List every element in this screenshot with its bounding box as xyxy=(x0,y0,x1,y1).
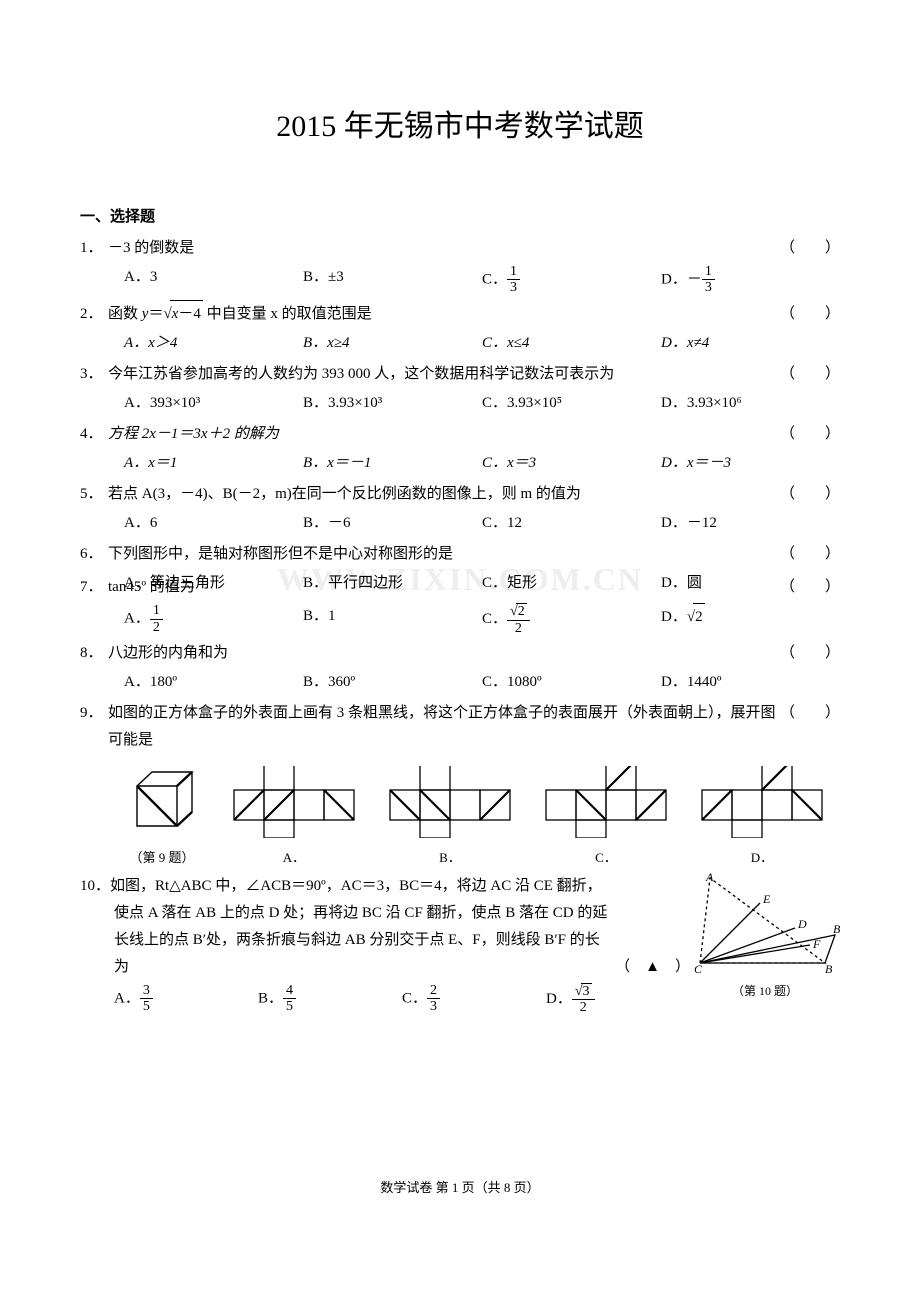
opt-d: D．x≠4 xyxy=(661,330,840,357)
answer-paren: （ ） xyxy=(780,361,840,388)
opt-c: C．1080º xyxy=(482,669,661,696)
opt-b: B．45 xyxy=(258,983,402,1016)
answer-paren: （ ） xyxy=(780,235,840,262)
answer-paren: （ ） xyxy=(780,481,840,508)
opt-c: C．13 xyxy=(482,264,661,296)
answer-paren: （ ） xyxy=(780,421,840,448)
question-10: 10． 如图，Rt△ABC 中，∠ACB＝90º，AC＝3，BC＝4，将边 AC… xyxy=(80,873,840,1016)
lbl-a: A xyxy=(705,873,714,884)
lbl-d: D xyxy=(797,917,807,931)
opt-c: C．3.93×10⁵ xyxy=(482,390,661,417)
question-9: 9． 如图的正方体盒子的外表面上画有 3 条粗黑线，将这个正方体盒子的表面展开（… xyxy=(80,700,840,869)
page-title: 2015 年无锡市中考数学试题 xyxy=(80,100,840,154)
question-3: 3． 今年江苏省参加高考的人数约为 393 000 人，这个数据用科学记数法可表… xyxy=(80,361,840,417)
q-num: 5． xyxy=(80,481,108,508)
opt-b: B．x＝－1 xyxy=(303,450,482,477)
opt-d: D．－13 xyxy=(661,264,840,296)
opt-b: B．±3 xyxy=(303,264,482,296)
unfold-d-icon xyxy=(698,766,826,838)
answer-paren: （ ） xyxy=(780,640,840,667)
lbl-e: E xyxy=(762,892,771,906)
q-text: 如图，Rt△ABC 中，∠ACB＝90º，AC＝3，BC＝4，将边 AC 沿 C… xyxy=(110,873,690,900)
q-text: 如图的正方体盒子的外表面上画有 3 条粗黑线，将这个正方体盒子的表面展开（外表面… xyxy=(108,700,780,754)
unfold-a-icon xyxy=(230,766,358,838)
unfold-c-icon xyxy=(542,766,670,838)
lbl-c: C xyxy=(694,962,703,973)
q-text: 若点 A(3，－4)、B(－2，m)在同一个反比例函数的图像上，则 m 的值为 xyxy=(108,481,780,508)
opt-c: C．√22 xyxy=(482,603,661,636)
opt-d: D．x＝－3 xyxy=(661,450,840,477)
opt-d: D．1440º xyxy=(661,669,840,696)
answer-paren: （ ▲ ） xyxy=(615,954,690,981)
q-text: tan45º 的值为 xyxy=(108,574,780,601)
opt-c: C．12 xyxy=(482,510,661,537)
opt-b: B．－6 xyxy=(303,510,482,537)
q9-figures: （第 9 题） A． B． xyxy=(108,766,840,869)
q-text: －3 的倒数是 xyxy=(108,235,780,262)
opt-a: A．3 xyxy=(124,264,303,296)
q-num: 9． xyxy=(80,700,108,727)
q-num: 2． xyxy=(80,301,108,328)
cube-icon xyxy=(122,766,202,838)
question-8: 8． 八边形的内角和为 （ ） A．180º B．360º C．1080º D．… xyxy=(80,640,840,696)
question-2: 2． 函数 y＝√x－4 中自变量 x 的取值范围是 （ ） A．x＞4 B．x… xyxy=(80,300,840,357)
q-num: 4． xyxy=(80,421,108,448)
lbl-bp: B′ xyxy=(833,922,840,936)
opt-a: A．393×10³ xyxy=(124,390,303,417)
section-heading: 一、选择题 xyxy=(80,204,840,231)
opt-c: C．x≤4 xyxy=(482,330,661,357)
lbl-b: B xyxy=(825,962,833,973)
q-num: 1． xyxy=(80,235,108,262)
answer-paren: （ ） xyxy=(780,541,840,568)
q-text: 下列图形中，是轴对称图形但不是中心对称图形的是 xyxy=(108,541,780,568)
opt-d: D．－12 xyxy=(661,510,840,537)
q-text: 八边形的内角和为 xyxy=(108,640,780,667)
unfold-b-icon xyxy=(386,766,514,838)
q-text: 方程 2x－1＝3x＋2 的解为 xyxy=(108,421,780,448)
opt-a: A．x＞4 xyxy=(124,330,303,357)
opt-a: A．6 xyxy=(124,510,303,537)
question-7: 7． tan45º 的值为 （ ） A．12 B．1 C．√22 D．√2 xyxy=(80,574,840,636)
q-text: 今年江苏省参加高考的人数约为 393 000 人，这个数据用科学记数法可表示为 xyxy=(108,361,780,388)
q-text-line: 使点 A 落在 AB 上的点 D 处；再将边 BC 沿 CF 翻折，使点 B 落… xyxy=(114,900,690,927)
opt-c: C．23 xyxy=(402,983,546,1016)
opt-d: D．3.93×10⁶ xyxy=(661,390,840,417)
q-num: 3． xyxy=(80,361,108,388)
q-num: 10． xyxy=(80,873,110,900)
question-1: 1． －3 的倒数是 （ ） A．3 B．±3 C．13 D．－13 xyxy=(80,235,840,296)
question-4: 4． 方程 2x－1＝3x＋2 的解为 （ ） A．x＝1 B．x＝－1 C．x… xyxy=(80,421,840,477)
opt-d: D．√32 xyxy=(546,983,690,1016)
q10-figure: A E D B′ F C B （第 10 题） xyxy=(690,873,840,1016)
opt-a: A．x＝1 xyxy=(124,450,303,477)
q-num: 8． xyxy=(80,640,108,667)
opt-b: B．360º xyxy=(303,669,482,696)
page-footer: 数学试卷 第 1 页（共 8 页） xyxy=(80,1176,840,1199)
opt-d: D．√2 xyxy=(661,603,840,636)
opt-a: A．180º xyxy=(124,669,303,696)
q-num: 7． xyxy=(80,574,108,601)
opt-b: B．x≥4 xyxy=(303,330,482,357)
opt-b: B．3.93×10³ xyxy=(303,390,482,417)
answer-paren: （ ） xyxy=(780,301,840,328)
question-5: 5． 若点 A(3，－4)、B(－2，m)在同一个反比例函数的图像上，则 m 的… xyxy=(80,481,840,537)
opt-c: C．x＝3 xyxy=(482,450,661,477)
q-text-line: 长线上的点 B′处，两条折痕与斜边 AB 分别交于点 E、F，则线段 B′F 的… xyxy=(114,927,690,954)
q-text: 函数 y＝√x－4 中自变量 x 的取值范围是 xyxy=(108,300,780,328)
opt-b: B．1 xyxy=(303,603,482,636)
opt-a: A．12 xyxy=(124,603,303,636)
answer-paren: （ ） xyxy=(780,574,840,601)
q-num: 6． xyxy=(80,541,108,568)
answer-paren: （ ） xyxy=(780,700,840,727)
lbl-f: F xyxy=(812,937,821,951)
opt-a: A．35 xyxy=(114,983,258,1016)
q-text-line: 为 xyxy=(114,954,615,981)
